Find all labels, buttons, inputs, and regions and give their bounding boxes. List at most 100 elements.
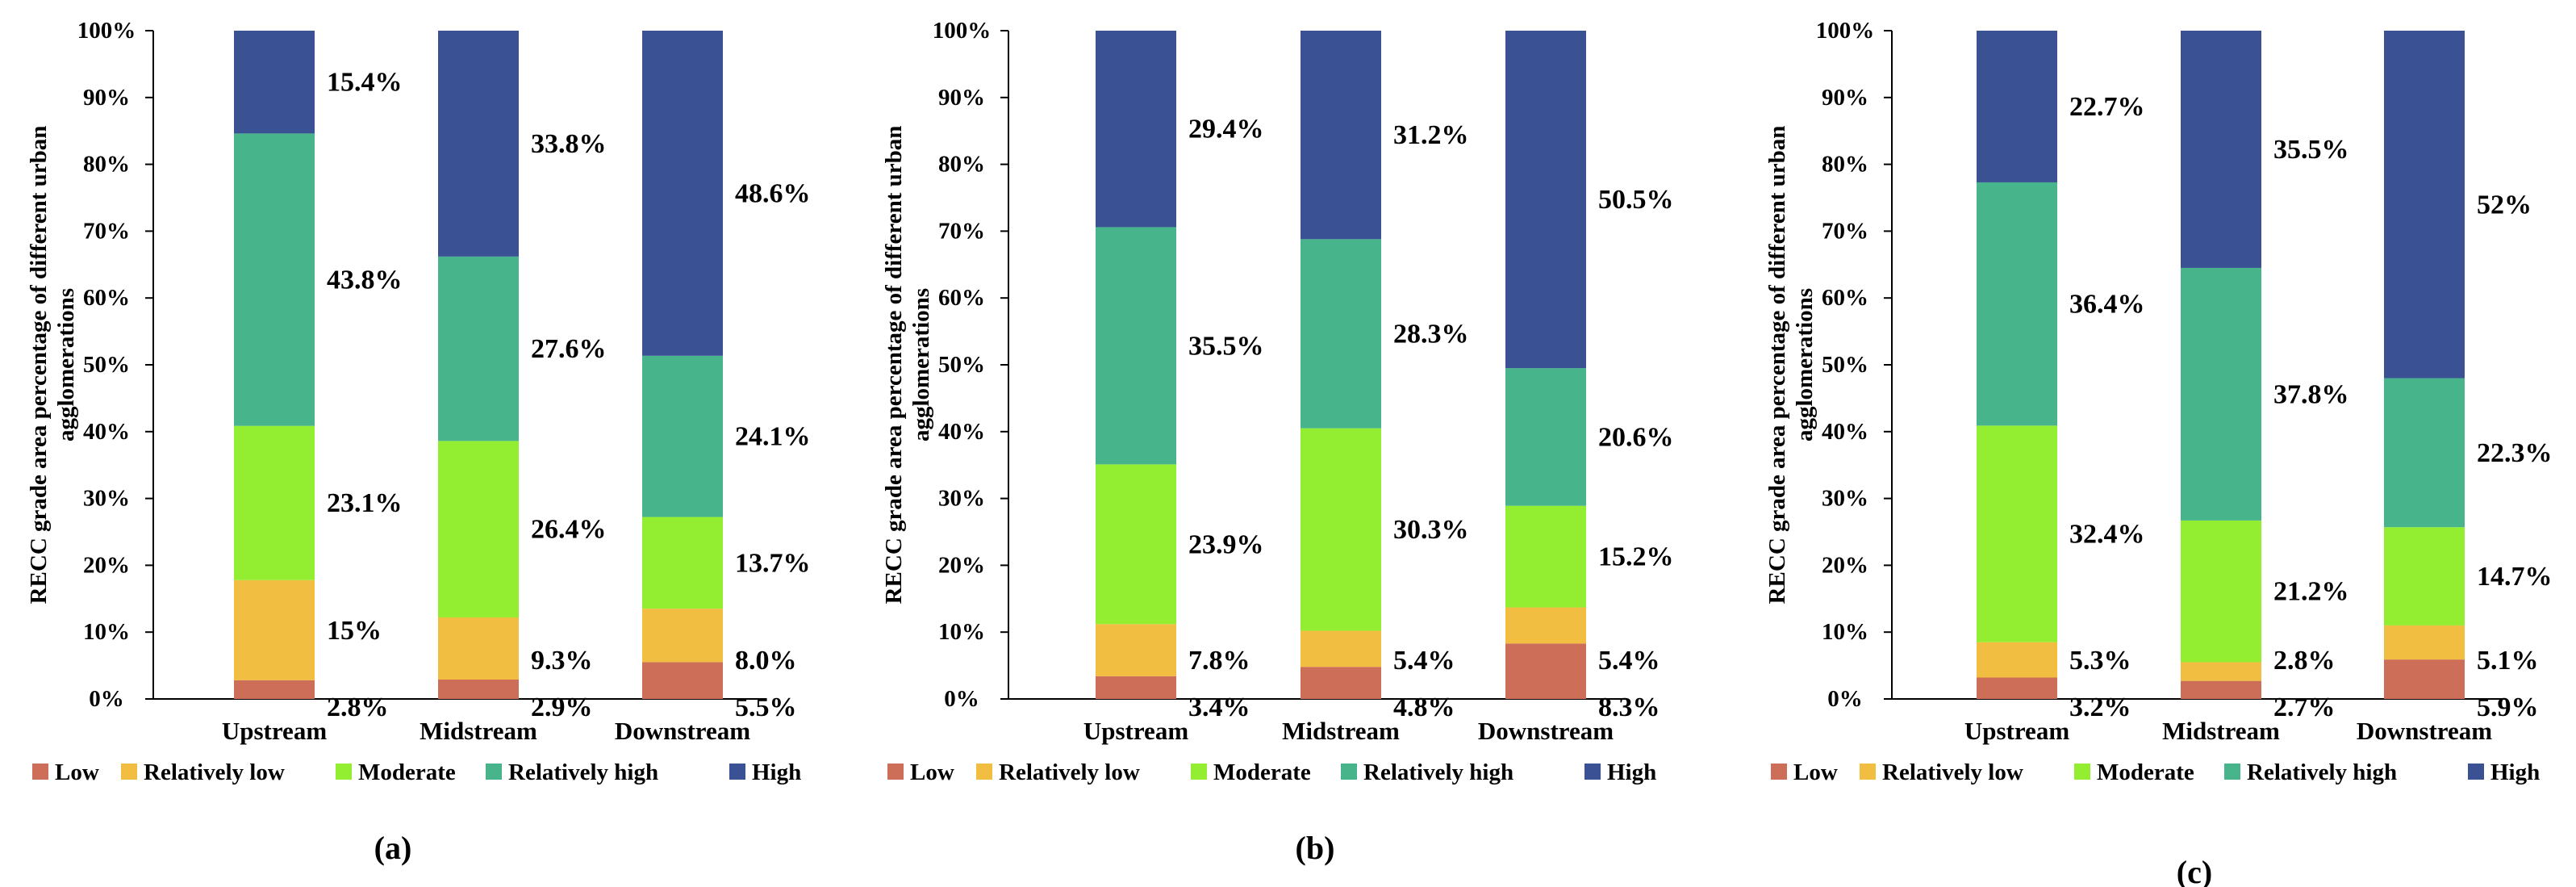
y-axis-title-line: RECC grade area percentage of different …: [26, 126, 52, 605]
data-label: 32.4%: [2069, 519, 2145, 549]
y-tick-label: 40%: [1822, 419, 1868, 445]
y-tick-label: 0%: [944, 686, 979, 712]
bar-segment-moderate: [1977, 425, 2057, 642]
y-tick-label: 10%: [938, 619, 985, 645]
x-tick-label: Midstream: [1282, 717, 1400, 745]
bar-segment-moderate: [1301, 428, 1381, 631]
y-tick-label: 50%: [83, 352, 130, 378]
legend-label: Low: [910, 759, 954, 785]
data-label: 5.4%: [1393, 646, 1455, 676]
data-label: 3.4%: [1188, 692, 1250, 722]
bar-segment-high: [1505, 31, 1586, 369]
y-axis-title-line: agglomerations: [1792, 288, 1818, 441]
panel-caption: (a): [374, 830, 412, 866]
data-label: 28.3%: [1393, 319, 1469, 349]
data-label: 5.9%: [2477, 692, 2539, 722]
data-label: 5.1%: [2477, 646, 2539, 676]
legend-label: Relatively low: [144, 759, 285, 785]
bar-segment-moderate: [1505, 505, 1586, 608]
bar-segment-relatively-high: [438, 256, 519, 441]
data-label: 4.8%: [1393, 692, 1455, 722]
y-tick-label: 30%: [1822, 486, 1868, 512]
y-tick-label: 70%: [938, 218, 985, 244]
legend-swatch: [1191, 764, 1207, 780]
legend-swatch: [336, 764, 352, 780]
data-label: 50.5%: [1598, 185, 1674, 215]
data-label: 31.2%: [1393, 120, 1469, 150]
y-tick-label: 0%: [1827, 686, 1863, 712]
y-tick-label: 90%: [83, 85, 130, 111]
bar-segment-moderate: [438, 441, 519, 617]
legend-swatch: [1341, 764, 1357, 780]
legend-label: High: [2490, 759, 2540, 785]
bar-segment-relatively-high: [2181, 267, 2261, 521]
y-axis-title: RECC grade area percentage of different …: [26, 126, 79, 605]
legend-swatch: [486, 764, 502, 780]
legend-swatch: [2468, 764, 2484, 780]
legend-swatch: [1584, 764, 1601, 780]
y-tick-label: 50%: [938, 352, 985, 378]
data-label: 5.3%: [2069, 646, 2131, 676]
legend-swatch: [976, 764, 992, 780]
x-tick-label: Downstream: [615, 717, 750, 745]
y-tick-label: 30%: [83, 486, 130, 512]
data-label: 9.3%: [531, 646, 593, 676]
bar-segment-relatively-low: [1977, 642, 2057, 678]
y-tick-label: 0%: [89, 686, 124, 712]
y-tick-label: 30%: [938, 486, 985, 512]
data-label: 23.1%: [327, 488, 403, 518]
legend-label: Relatively high: [1363, 759, 1513, 785]
x-tick-label: Midstream: [2162, 717, 2280, 745]
data-label: 23.9%: [1188, 529, 1264, 559]
legend-label: Moderate: [358, 759, 456, 785]
data-label: 8.0%: [735, 646, 797, 676]
legend-label: Low: [55, 759, 99, 785]
panel-caption: (c): [2177, 854, 2212, 887]
y-tick-label: 80%: [83, 152, 130, 178]
bar-segment-high: [1096, 31, 1176, 228]
y-axis-title-line: RECC grade area percentage of different …: [1764, 126, 1790, 605]
bar-segment-high: [2181, 31, 2261, 268]
data-label: 22.7%: [2069, 92, 2145, 122]
legend-swatch: [2224, 764, 2240, 780]
bar-segment-low: [2384, 659, 2465, 699]
y-tick-label: 60%: [938, 285, 985, 311]
data-label: 22.3%: [2477, 438, 2553, 468]
y-tick-label: 80%: [1822, 152, 1868, 178]
y-tick-label: 80%: [938, 152, 985, 178]
data-label: 2.8%: [2273, 646, 2336, 676]
legend-label: High: [752, 759, 801, 785]
y-tick-label: 10%: [1822, 619, 1868, 645]
bar-segment-relatively-low: [1301, 630, 1381, 667]
data-label: 30.3%: [1393, 515, 1469, 545]
bar-segment-relatively-high: [1096, 227, 1176, 465]
x-tick-label: Downstream: [2357, 717, 2492, 745]
data-label: 37.8%: [2273, 379, 2349, 409]
legend-swatch: [2074, 764, 2090, 780]
legend-label: Moderate: [2097, 759, 2194, 785]
data-label: 27.6%: [531, 334, 607, 364]
bar-segment-low: [2181, 680, 2261, 699]
bar-segment-moderate: [234, 425, 315, 580]
y-tick-label: 60%: [83, 285, 130, 311]
bar-segment-low: [1505, 643, 1586, 699]
bar-segment-relatively-low: [1505, 607, 1586, 644]
legend-swatch: [1860, 764, 1876, 780]
legend-swatch: [32, 764, 48, 780]
data-label: 2.7%: [2273, 692, 2336, 722]
data-label: 24.1%: [735, 422, 811, 452]
x-tick-label: Midstream: [420, 717, 537, 745]
legend-swatch: [887, 764, 904, 780]
x-tick-label: Upstream: [1964, 717, 2069, 745]
bar-segment-relatively-low: [1096, 624, 1176, 676]
bar-segment-low: [1301, 667, 1381, 699]
y-tick-label: 60%: [1822, 285, 1868, 311]
bar-segment-relatively-high: [1301, 239, 1381, 429]
data-label: 5.5%: [735, 692, 797, 722]
y-tick-label: 70%: [83, 218, 130, 244]
data-label: 13.7%: [735, 548, 811, 578]
data-label: 2.9%: [531, 692, 593, 722]
bar-segment-moderate: [1096, 464, 1176, 625]
y-tick-label: 50%: [1822, 352, 1868, 378]
